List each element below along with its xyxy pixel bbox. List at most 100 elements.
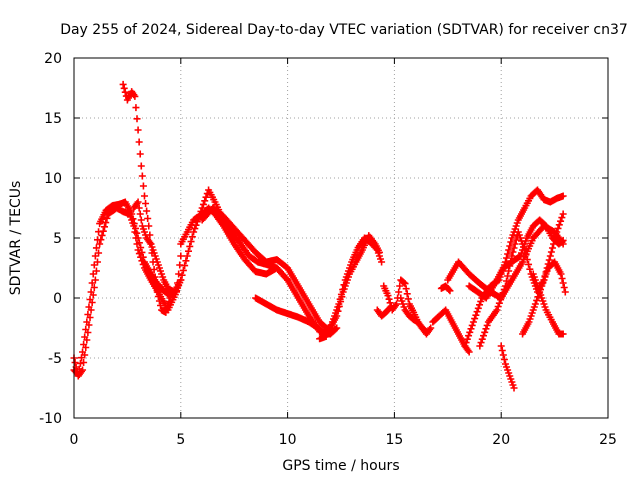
x-tick-label: 15 [385,432,403,448]
data-point [512,236,520,244]
data-point [401,280,409,288]
data-point [182,257,190,265]
data-point [472,311,480,319]
data-point [375,248,383,256]
data-point [136,150,144,158]
data-point [386,304,394,312]
data-point [187,238,195,246]
data-point [152,281,160,288]
data-point [88,299,96,306]
y-axis-label: SDTVAR / TECUs [8,181,24,296]
data-point [393,300,401,308]
data-point [136,210,144,218]
data-point [547,248,555,256]
data-point [137,216,145,224]
data-point [130,222,138,230]
data-point [554,224,562,232]
data-point [446,287,454,295]
data-point [504,272,512,280]
series-arc-19 [529,270,567,338]
data-point [466,328,474,336]
data-point [334,307,342,315]
data-point [378,258,386,266]
data-point [533,296,541,304]
data-point [559,240,567,248]
data-point [493,306,501,314]
data-point [559,279,567,287]
data-point [560,284,568,291]
data-point [510,244,518,252]
data-point [400,279,408,287]
data-point [546,252,554,260]
data-point [558,214,566,222]
data-point [333,324,341,332]
data-point [500,356,508,363]
data-point [548,244,556,252]
data-point [465,348,473,356]
data-point [162,308,170,316]
data-point [184,247,192,255]
data-point [201,197,209,205]
grid [74,58,608,418]
data-point [80,359,88,366]
data-point [385,295,393,303]
x-tick-label: 0 [70,432,79,448]
data-point [103,214,111,222]
data-point [558,275,566,282]
data-point [146,239,154,246]
data-point [561,288,569,296]
data-point [137,253,145,261]
data-point [186,242,194,250]
data-point [510,384,518,392]
x-tick-label: 5 [176,432,185,448]
data-point [183,252,191,260]
data-point [395,288,403,296]
data-point [134,126,142,134]
x-axis-label: GPS time / hours [282,458,399,474]
data-point [84,329,92,336]
data-point [120,84,128,92]
series-arc-17 [444,222,567,302]
data-point [154,293,162,300]
data-point [505,267,513,275]
data-point [526,265,534,273]
data-point [77,368,85,375]
data-point [471,315,479,323]
data-point [463,335,471,343]
data-point [555,221,563,229]
data-point [333,312,341,320]
data-point [503,254,511,262]
data-point [506,262,514,270]
data-point [422,328,430,336]
series-arc-12 [429,306,473,356]
data-point [133,115,141,123]
data-point [465,332,473,340]
data-point [507,257,515,265]
series-arc-21 [373,304,394,320]
data-point [494,303,502,311]
data-point [121,88,129,96]
data-point [509,248,517,256]
data-point [79,366,87,374]
data-point [76,359,84,367]
data-point [559,210,567,218]
data-point [91,276,99,284]
series-arc-6 [198,204,334,336]
series-arc-7 [252,294,330,340]
y-tick-label: 5 [53,231,62,247]
data-point [499,351,507,359]
data-point [99,227,107,235]
data-point [131,92,139,100]
data-point [119,80,127,88]
data-point [82,344,90,351]
data-point [151,273,159,281]
data-point [557,217,565,225]
data-point [464,347,472,354]
y-tick-label: 15 [44,111,62,127]
data-point [135,138,143,146]
data-point [478,335,486,343]
data-point [165,298,173,306]
data-point [135,250,143,258]
series-arc-18 [519,258,569,338]
